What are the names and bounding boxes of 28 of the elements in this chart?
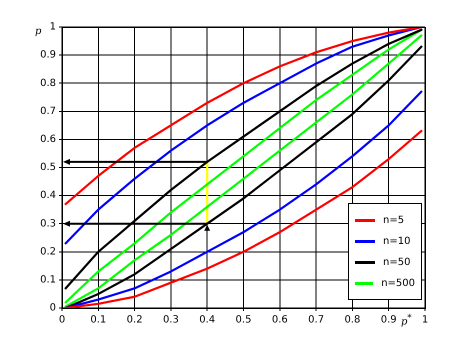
y-tick-label: 0.8 (40, 78, 56, 89)
x-axis-title: p$^{*}$ (401, 312, 412, 328)
x-tick-label: 0.5 (236, 314, 252, 326)
x-tick-label: 0.1 (90, 314, 106, 326)
y-tick-label: 0.4 (40, 190, 56, 202)
y-tick-label: 0.1 (40, 274, 56, 286)
x-tick-label: 0.9 (380, 314, 397, 326)
x-tick-label: 0 (58, 314, 66, 326)
y-axis-title: p (35, 26, 42, 37)
y-tick-label: 0.3 (40, 218, 56, 230)
x-tick-label: 0.3 (162, 314, 179, 326)
y-tick-label: 0.9 (40, 50, 56, 61)
y-tick-label: 0.5 (40, 162, 56, 174)
legend-label: n=500 (381, 278, 415, 288)
legend-label: n=10 (383, 236, 410, 246)
x-tick-label: 1 (422, 314, 428, 326)
x-tick-label: 0.6 (272, 314, 288, 326)
x-tick-label: 0.4 (199, 314, 216, 326)
y-tick-label: 0.6 (40, 134, 56, 145)
x-tick-label: 0.2 (126, 314, 143, 326)
x-tick-label: 0.7 (308, 314, 324, 326)
y-tick-label: 0 (50, 302, 56, 314)
y-tick-label: 0.7 (40, 106, 56, 117)
y-tick-label: 0.2 (40, 246, 56, 258)
y-tick-label: 1 (50, 22, 56, 33)
legend-label: n=50 (383, 256, 410, 268)
x-tick-label: 0.8 (344, 314, 360, 326)
legend-label: n=5 (383, 214, 404, 226)
